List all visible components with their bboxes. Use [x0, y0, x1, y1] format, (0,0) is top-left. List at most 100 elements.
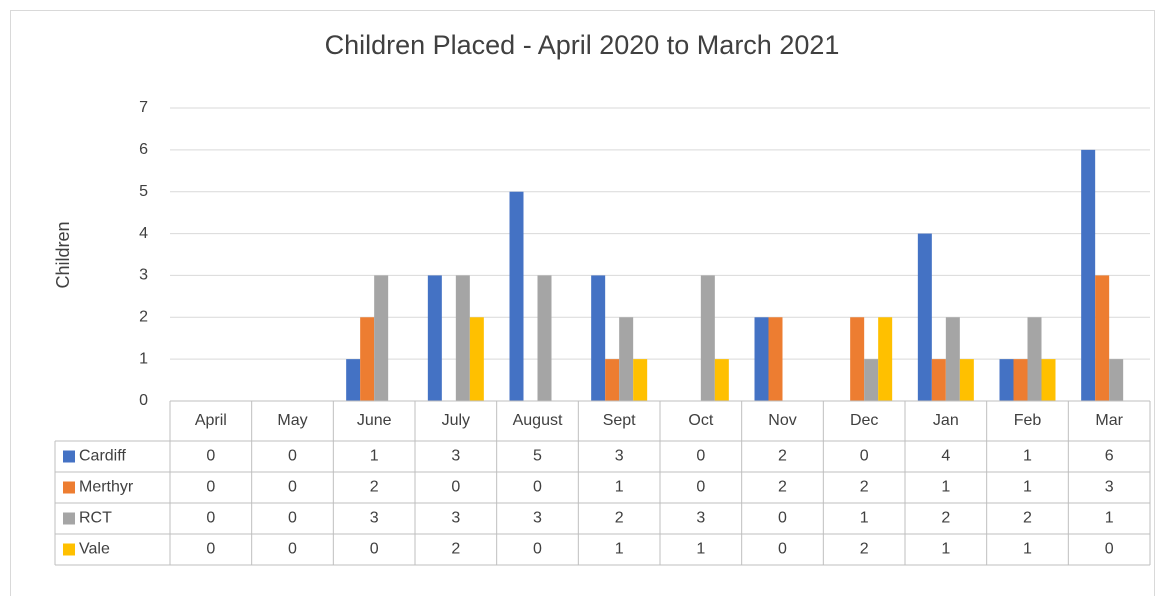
bar	[455, 275, 470, 401]
bar	[374, 275, 389, 401]
table-value: 1	[1023, 479, 1032, 496]
bar	[591, 275, 606, 401]
bar	[605, 359, 620, 401]
table-value: 6	[1105, 448, 1114, 465]
bar	[850, 317, 865, 401]
x-tick-label: May	[277, 412, 307, 429]
table-value: 2	[615, 510, 624, 527]
table-value: 1	[370, 448, 379, 465]
table-value: 2	[1023, 510, 1032, 527]
table-value: 1	[941, 479, 950, 496]
bar	[1027, 317, 1042, 401]
table-value: 0	[206, 448, 215, 465]
bar	[633, 359, 648, 401]
table-value: 1	[941, 541, 950, 558]
y-tick-label: 7	[139, 99, 148, 116]
bar	[999, 359, 1014, 401]
table-value: 0	[288, 448, 297, 465]
bar	[509, 191, 524, 401]
y-tick-label: 6	[139, 141, 148, 158]
y-axis-title: Children	[53, 221, 73, 288]
table-value: 0	[206, 541, 215, 558]
bar	[537, 275, 552, 401]
table-value: 0	[1105, 541, 1114, 558]
y-tick-label: 3	[139, 267, 148, 284]
table-value: 0	[778, 541, 787, 558]
table-value: 0	[533, 541, 542, 558]
table-value: 0	[288, 510, 297, 527]
y-tick-label: 5	[139, 183, 148, 200]
x-tick-label: Oct	[688, 412, 713, 429]
table-value: 2	[860, 541, 869, 558]
chart-title: Children Placed - April 2020 to March 20…	[325, 30, 840, 60]
table-value: 1	[1023, 448, 1032, 465]
bar	[1095, 275, 1110, 401]
table-value: 3	[1105, 479, 1114, 496]
chart-frame	[10, 10, 1155, 601]
table-value: 1	[615, 479, 624, 496]
x-tick-label: June	[357, 412, 392, 429]
bar	[360, 317, 375, 401]
bar	[346, 359, 361, 401]
bar	[878, 317, 893, 401]
bar	[619, 317, 634, 401]
x-tick-label: Jan	[933, 412, 959, 429]
legend-label: Cardiff	[79, 448, 126, 465]
table-value: 0	[696, 448, 705, 465]
legend-key	[63, 543, 75, 556]
bar	[1013, 359, 1028, 401]
table-value: 0	[533, 479, 542, 496]
table-value: 3	[451, 448, 460, 465]
bar	[1109, 359, 1124, 401]
table-value: 3	[533, 510, 542, 527]
table-value: 5	[533, 448, 542, 465]
y-tick-label: 0	[139, 392, 148, 409]
legend-label: RCT	[79, 510, 112, 527]
table-value: 0	[288, 541, 297, 558]
legend-key	[63, 512, 75, 525]
table-value: 0	[451, 479, 460, 496]
table-value: 1	[1105, 510, 1114, 527]
bar	[427, 275, 442, 401]
bar	[700, 275, 715, 401]
bar	[1081, 149, 1096, 401]
table-value: 2	[941, 510, 950, 527]
table-value: 0	[778, 510, 787, 527]
bar	[917, 233, 932, 401]
bar	[864, 359, 879, 401]
bar	[959, 359, 974, 401]
table-value: 2	[860, 479, 869, 496]
x-tick-label: Nov	[768, 412, 796, 429]
bar	[754, 317, 769, 401]
x-tick-label: July	[442, 412, 470, 429]
legend-key	[63, 481, 75, 494]
table-value: 0	[206, 479, 215, 496]
bar	[931, 359, 946, 401]
y-tick-label: 2	[139, 309, 148, 326]
table-value: 0	[860, 448, 869, 465]
table-value: 4	[941, 448, 950, 465]
legend-key	[63, 450, 75, 463]
table-value: 1	[696, 541, 705, 558]
table-value: 3	[370, 510, 379, 527]
table-value: 0	[696, 479, 705, 496]
bar	[768, 317, 783, 401]
table-value: 0	[370, 541, 379, 558]
x-tick-label: Sept	[603, 412, 636, 429]
y-tick-label: 1	[139, 350, 148, 367]
x-tick-label: August	[513, 412, 563, 429]
legend-label: Merthyr	[79, 479, 134, 496]
table-value: 1	[860, 510, 869, 527]
table-value: 0	[288, 479, 297, 496]
table-value: 2	[778, 448, 787, 465]
table-value: 2	[778, 479, 787, 496]
table-value: 0	[206, 510, 215, 527]
table-value: 2	[370, 479, 379, 496]
bar	[714, 359, 729, 401]
bar	[469, 317, 484, 401]
x-tick-label: April	[195, 412, 227, 429]
table-value: 1	[615, 541, 624, 558]
table-value: 1	[1023, 541, 1032, 558]
legend-label: Vale	[79, 541, 110, 558]
